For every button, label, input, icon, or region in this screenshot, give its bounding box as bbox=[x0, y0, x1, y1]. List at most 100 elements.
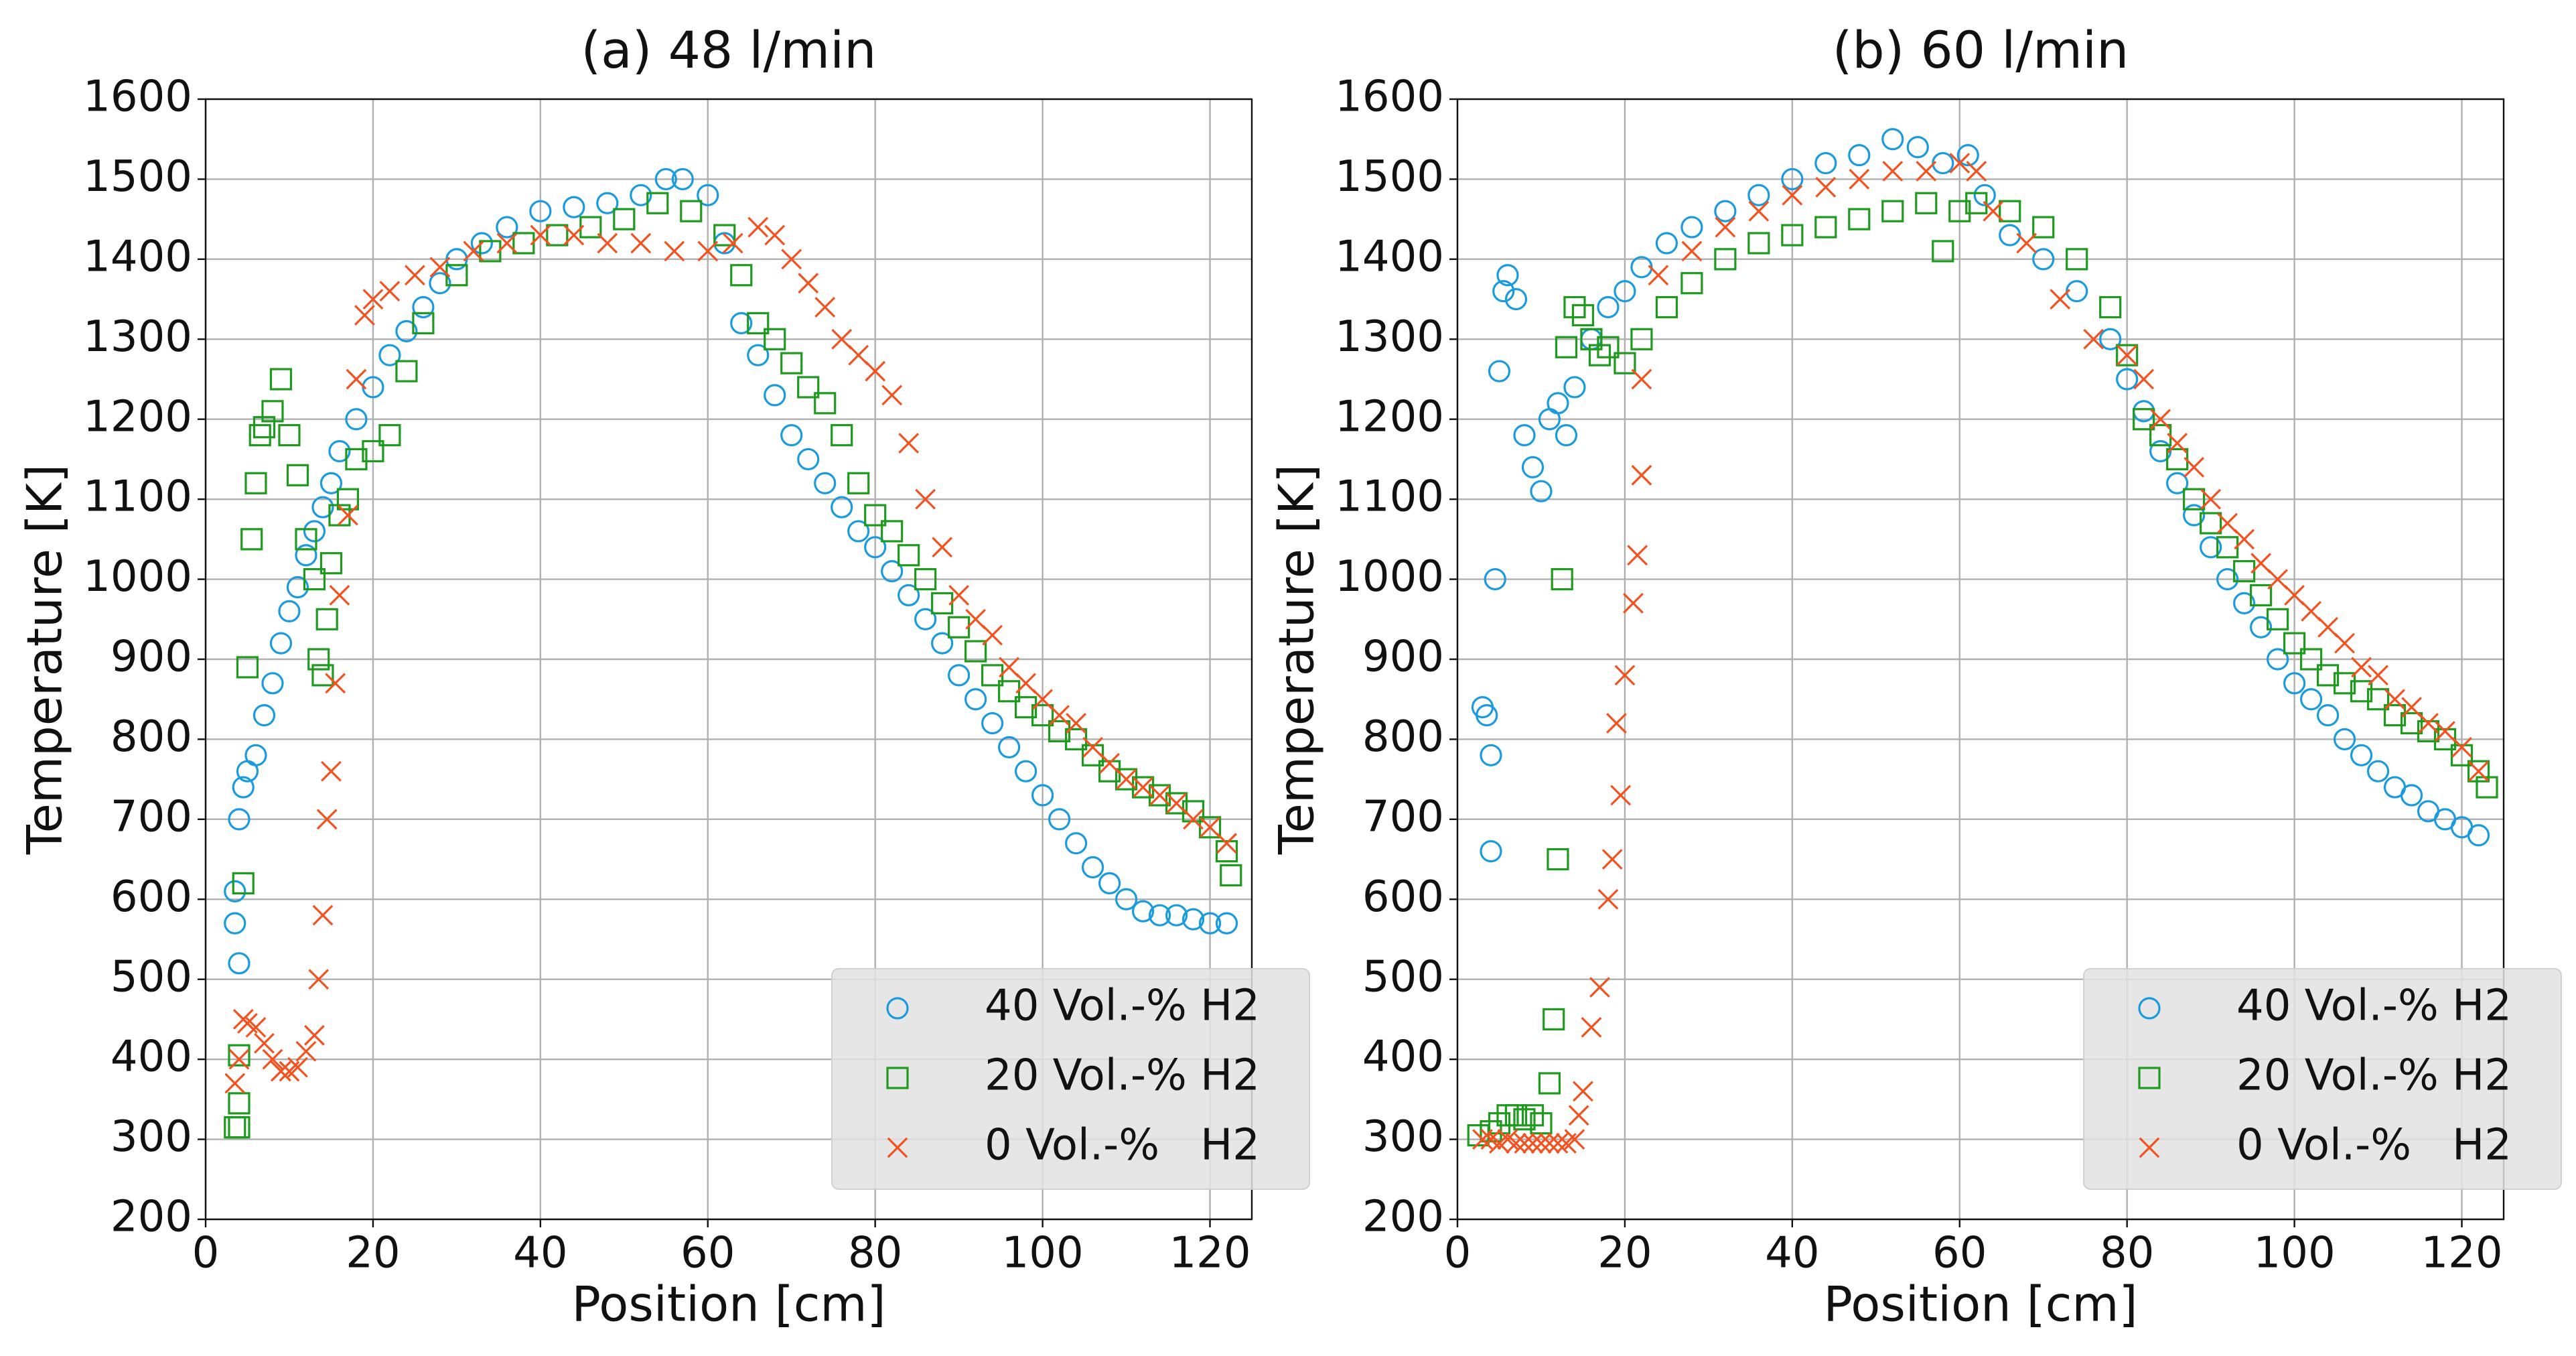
x-marker bbox=[2234, 529, 2255, 550]
series bbox=[224, 167, 1238, 975]
square-marker bbox=[228, 1116, 251, 1139]
circle-marker bbox=[228, 808, 251, 831]
circle-marker bbox=[2366, 760, 2390, 783]
square-marker bbox=[864, 504, 887, 527]
square-marker bbox=[278, 423, 301, 447]
square-marker bbox=[780, 352, 803, 375]
x-marker bbox=[316, 809, 338, 830]
legend-label: 20 Vol.-% H2 bbox=[985, 1051, 1260, 1101]
square-marker bbox=[646, 192, 669, 214]
square-marker bbox=[1580, 328, 1603, 350]
x-marker bbox=[2050, 289, 2071, 310]
x-marker bbox=[1506, 1133, 1526, 1154]
circle-marker bbox=[496, 216, 518, 239]
legend: 40 Vol.-% H2 20 Vol.-% H2 0 Vol.-% H2 bbox=[831, 968, 1310, 1190]
square-marker bbox=[261, 400, 284, 423]
x-marker bbox=[1472, 1129, 1493, 1150]
x-marker bbox=[563, 224, 585, 246]
circle-marker bbox=[232, 776, 255, 799]
chart: 2003004005006007008009001000110012001300… bbox=[1269, 20, 2562, 1333]
x-marker bbox=[1568, 1105, 1589, 1126]
y-tick-label: 700 bbox=[1362, 792, 1444, 841]
x-marker bbox=[379, 281, 401, 302]
circle-marker bbox=[1015, 760, 1037, 783]
square-marker bbox=[336, 488, 360, 511]
circle-marker bbox=[2166, 472, 2189, 494]
y-tick-label: 400 bbox=[111, 1032, 192, 1082]
square-marker bbox=[2333, 672, 2356, 695]
x-marker bbox=[1614, 665, 1636, 686]
circle-marker bbox=[395, 320, 418, 342]
y-axis-label: Temperature [K] bbox=[17, 464, 73, 855]
square-marker bbox=[2183, 488, 2206, 511]
circle-marker bbox=[1521, 456, 1545, 478]
circle-marker bbox=[1488, 360, 1511, 383]
legend-label: 0 Vol.-% H2 bbox=[985, 1121, 1260, 1170]
circle-marker bbox=[998, 736, 1021, 758]
y-tick-label: 1000 bbox=[83, 552, 192, 602]
x-marker bbox=[865, 360, 886, 382]
legend-box bbox=[2083, 968, 2562, 1190]
square-marker bbox=[1948, 200, 1971, 222]
x-marker bbox=[362, 289, 384, 310]
square-marker bbox=[1555, 336, 1578, 358]
square-marker bbox=[1881, 200, 1904, 222]
x-tick-label: 20 bbox=[346, 1229, 400, 1278]
x-tick-label: 0 bbox=[192, 1229, 220, 1278]
x-tick-label: 0 bbox=[1444, 1229, 1472, 1278]
circle-marker bbox=[319, 472, 343, 494]
x-marker bbox=[295, 1040, 317, 1062]
x-marker bbox=[346, 368, 367, 390]
legend-label: 40 Vol.-% H2 bbox=[985, 981, 1260, 1031]
series bbox=[224, 192, 1242, 1139]
circle-marker bbox=[654, 167, 677, 191]
x-marker bbox=[898, 433, 920, 454]
circle-marker bbox=[964, 688, 987, 711]
x-marker bbox=[1627, 545, 1648, 566]
x-marker bbox=[1099, 752, 1120, 774]
x-marker bbox=[1631, 464, 1652, 486]
legend-box bbox=[831, 968, 1310, 1190]
x-marker bbox=[999, 657, 1020, 678]
x-marker bbox=[1882, 161, 1904, 182]
circle-marker bbox=[2233, 592, 2256, 615]
square-marker bbox=[1513, 1108, 1536, 1131]
y-tick-label: 200 bbox=[1362, 1193, 1444, 1242]
x-marker bbox=[1916, 161, 1937, 182]
x-marker bbox=[308, 969, 330, 990]
x-marker bbox=[2200, 488, 2222, 510]
square-marker bbox=[1848, 208, 1871, 230]
x-tick-label: 100 bbox=[2254, 1229, 2336, 1278]
circle-marker bbox=[470, 232, 493, 255]
x-axis-label: Position [cm] bbox=[1823, 1276, 2137, 1333]
x-marker bbox=[271, 1061, 291, 1082]
square-marker bbox=[240, 528, 263, 551]
circle-marker bbox=[981, 711, 1004, 735]
circle-marker bbox=[2400, 784, 2423, 807]
x-tick-label: 80 bbox=[848, 1229, 902, 1278]
square-marker bbox=[1543, 1008, 1565, 1031]
circle-marker bbox=[1956, 144, 1979, 167]
y-tick-label: 900 bbox=[111, 632, 192, 682]
circle-marker bbox=[914, 608, 937, 630]
x-marker bbox=[1539, 1133, 1560, 1154]
x-marker bbox=[2117, 344, 2138, 366]
x-marker bbox=[2133, 368, 2155, 390]
circle-marker bbox=[886, 997, 909, 1020]
circle-marker bbox=[2116, 368, 2139, 391]
axes-frame bbox=[204, 98, 1253, 1221]
circle-marker bbox=[2250, 616, 2273, 638]
square-marker bbox=[232, 872, 255, 895]
square-marker bbox=[847, 472, 870, 494]
x-marker bbox=[764, 224, 786, 246]
x-marker bbox=[1116, 768, 1137, 790]
x-marker bbox=[496, 232, 518, 254]
y-tick-label: 800 bbox=[111, 712, 192, 762]
x-marker bbox=[530, 224, 551, 246]
square-marker bbox=[1538, 1072, 1561, 1095]
square-marker bbox=[1655, 295, 1678, 319]
square-marker bbox=[2267, 608, 2289, 630]
square-marker bbox=[1747, 232, 1770, 255]
legend-label: 0 Vol.-% H2 bbox=[2236, 1121, 2512, 1170]
circle-marker bbox=[1513, 423, 1536, 447]
